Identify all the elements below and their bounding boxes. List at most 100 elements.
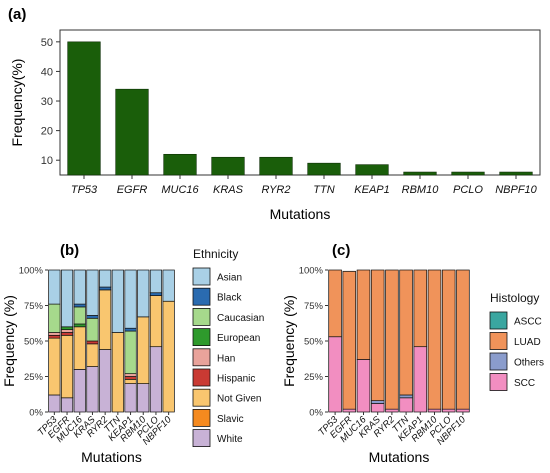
panel-c-bar-rbm10-scc [427,408,442,413]
panel-a-bar-ryr2 [259,156,293,176]
panel-b-bar-muc16-european [73,323,86,328]
panel-c-legend-others: Others [514,358,544,369]
panel-b-bar-muc16-asian [73,269,86,305]
panel-c-bar-ryr2-scc [385,408,399,413]
panel-a-bar-keap1 [355,164,389,176]
panel-b-legend-swatch-slavic [192,408,211,427]
panel-b-bar-nbpf10-not-given [162,300,175,413]
panel-a-yaxis-title: Frequency(%) [9,59,25,147]
panel-c-bar-rbm10-luad [427,269,442,410]
panel-b-bar-keap1-black [124,327,137,332]
panel-b-bar-tp53-not-given [48,337,61,396]
panel-b-bar-pclo-black [149,292,163,296]
panel-b-xaxis-title: Mutations [81,449,142,465]
panel-c-bar-keap1-scc [413,346,428,413]
panel-b-legend-title: Ethnicity [193,247,238,261]
panel-a-bar-rbm10 [403,171,437,176]
panel-c-legend-swatch-scc [489,373,508,391]
panel-a-bar-muc16 [163,153,197,176]
panel-c-bar-muc16-luad [356,269,371,360]
panel-a-xlabel-egfr: EGFR [117,184,148,196]
panel-b-bar-nbpf10-asian [162,269,175,302]
panel-b-bar-kras-black [86,315,99,319]
panel-c-bar-egfr-scc [342,408,357,413]
panel-b-bar-pclo-white [149,346,163,413]
panel-a-xlabel-ryr2: RYR2 [262,184,291,196]
panel-c-xaxis-title: Mutations [369,449,430,465]
panel-a-bar-tp53 [67,41,101,176]
panel-b-bar-ttn-asian [111,269,124,333]
panel-b-bar-kras-white [86,366,99,413]
panel-a-ytick-10: 10 [41,155,53,167]
panel-c-legend-swatch-luad [489,332,508,350]
panel-b-bar-ryr2-white [99,349,112,413]
panel-c-legend-scc: SCC [514,378,535,389]
panel-a-ytick-30: 30 [41,96,53,108]
panel-b-legend-hispanic: Hispanic [217,374,255,385]
panel-a-xlabel-muc16: MUC16 [161,184,199,196]
panel-c-yaxis-title: Frequency (%) [281,295,297,387]
panel-c-ytick-50: 50% [304,337,324,348]
panel-c-bar-kras-luad [370,269,385,401]
panel-b-legend-swatch-european [192,328,211,347]
panel-b-bar-ttn-not-given [111,332,124,413]
panel-b-ytick-75: 75% [24,301,44,312]
panel-b-ytick-0: 0% [29,408,43,419]
panel-c-bar-egfr-luad [342,271,357,410]
panel-c-ytick-0: 0% [309,408,323,419]
panel-b-legend-swatch-asian [192,267,211,286]
panel-a-xlabel-tp53: TP53 [71,184,98,196]
panel-c-ytick-25: 25% [304,372,324,383]
panel-b-bar-muc16-black [73,303,86,308]
panel-b-bar-muc16-not-given [73,326,86,370]
panel-b-bar-ryr2-asian [99,269,112,288]
panel-c-bar-muc16-scc [356,359,371,413]
panel-a-xlabel-nbpf10: NBPF10 [495,184,537,196]
panel-c-bar-kras-others [370,400,385,404]
panel-b-bar-egfr-not-given [60,334,74,399]
panel-b-bar-keap1-han [124,373,137,377]
panel-b-ytick-25: 25% [24,372,44,383]
panel-c-label: (c) [332,242,350,259]
panel-b-legend-swatch-caucasian [192,307,211,326]
panel-a-xlabel-rbm10: RBM10 [402,184,440,196]
panel-c-legend-swatch-ascc [489,311,508,330]
panel-c-bar-ryr2-luad [385,269,399,410]
panel-c-bar-tp53-luad [328,269,342,338]
panel-c-bar-kras-scc [370,403,385,413]
panel-b-bar-kras-asian [86,269,99,316]
panel-b-legend-white: White [217,434,243,445]
panel-b-legend-swatch-black [192,287,211,306]
panel-a-bar-ttn [307,162,341,176]
panel-c-bar-nbpf10-luad [456,269,470,410]
panel-b-legend-caucasian: Caucasian [217,313,264,324]
panel-a-ytick-20: 20 [41,126,53,138]
panel-b-bar-muc16-caucasian [73,306,86,325]
panel-b-bar-ryr2-not-given [99,289,112,350]
panel-a-label: (a) [8,6,26,23]
panel-b-bar-keap1-not-given [124,378,137,384]
panel-c-legend-ascc: ASCC [514,317,542,328]
panel-c-ytick-75: 75% [304,301,324,312]
panel-b-bar-rbm10-asian [137,269,150,318]
panel-c-ytick-100: 100% [299,266,324,277]
panel-b-legend-han: Han [217,353,235,364]
panel-b-bar-tp53-hispanic [48,334,61,339]
panel-a-frame [59,29,541,176]
panel-b-yaxis-title: Frequency (%) [1,295,17,387]
panel-b-bar-rbm10-not-given [137,316,150,384]
panel-a-bar-nbpf10 [499,171,533,176]
panel-b-legend-european: European [217,333,260,344]
panel-b-bar-egfr-hispanic [60,332,74,336]
panel-a-ytick-50: 50 [41,37,53,49]
panel-b-bar-rbm10-white [137,383,150,413]
panel-a-xlabel-pclo: PCLO [453,184,483,196]
panel-b-bar-kras-not-given [86,343,99,367]
panel-a-bar-pclo [451,171,485,176]
panel-b-bar-kras-caucasian [86,317,99,342]
panel-c-bar-pclo-luad [441,269,456,410]
panel-c-bar-tp53-scc [328,336,342,413]
panel-b-bar-keap1-hispanic [124,376,137,380]
panel-a-xlabel-ttn: TTN [313,184,334,196]
